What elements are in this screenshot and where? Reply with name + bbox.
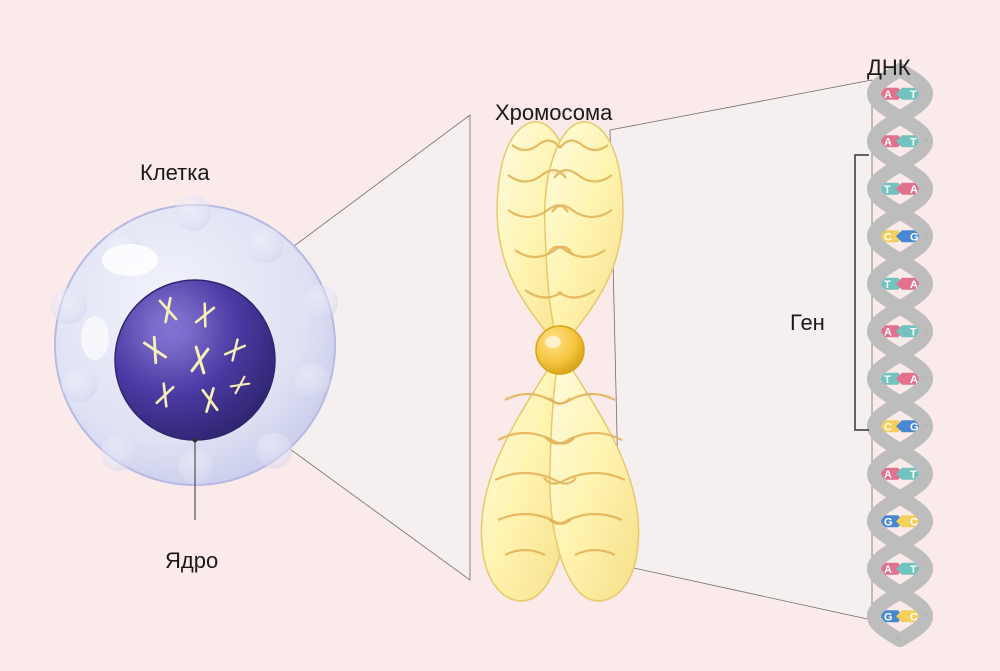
svg-text:C: C (884, 231, 892, 243)
svg-text:A: A (884, 136, 892, 148)
svg-text:A: A (884, 564, 892, 576)
label-chromosome: Хромосома (495, 100, 612, 126)
label-gene: Ген (790, 310, 825, 336)
label-dna: ДНК (867, 55, 911, 81)
label-nucleus: Ядро (165, 548, 218, 574)
label-cell: Клетка (140, 160, 210, 186)
svg-text:A: A (884, 326, 892, 338)
svg-text:A: A (884, 89, 892, 101)
svg-text:G: G (884, 516, 893, 528)
dna-illustration: ATTAATGCTAGCCGGCTACGATGCTAATCGGCATTAGCCG… (874, 70, 926, 640)
svg-text:T: T (884, 184, 891, 196)
svg-text:G: G (884, 611, 893, 623)
svg-text:A: A (884, 469, 892, 481)
svg-text:C: C (884, 421, 892, 433)
svg-text:T: T (884, 374, 891, 386)
svg-text:T: T (884, 279, 891, 291)
